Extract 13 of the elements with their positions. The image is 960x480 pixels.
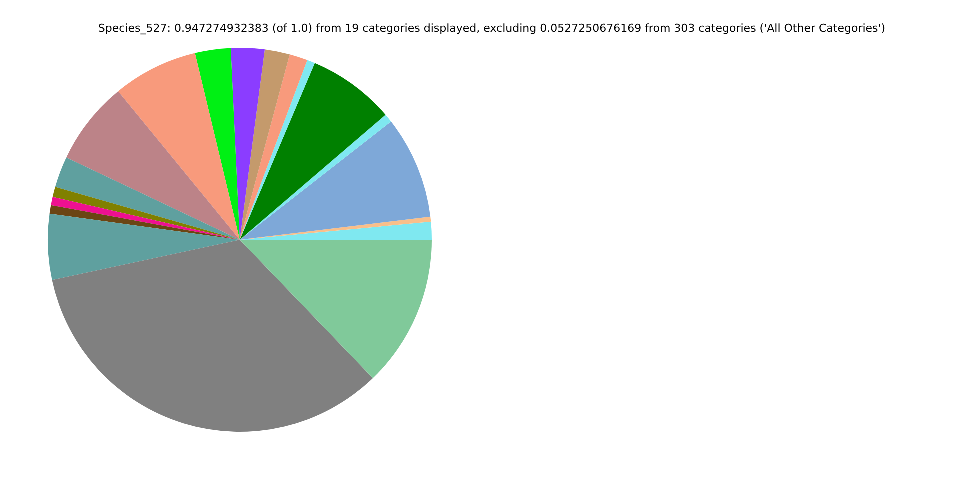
text: Species_527: 0.947274932383 (of 1.0) from 19 categories displayed, excluding 0.0527250676169 from 303 categories ('All Other Categories') [98,22,886,35]
pie-slice [52,187,240,240]
pie-slice [51,197,240,240]
pie-slice [66,91,240,240]
pie-slice [230,48,266,240]
pie-slice [50,205,240,240]
pie-slice [240,216,432,240]
pie-slice [240,50,290,240]
pie-slice [52,240,374,432]
pie-slice [240,240,432,378]
pie-slice [240,63,386,240]
pie-slice [195,48,240,240]
pie-slice [240,122,431,240]
